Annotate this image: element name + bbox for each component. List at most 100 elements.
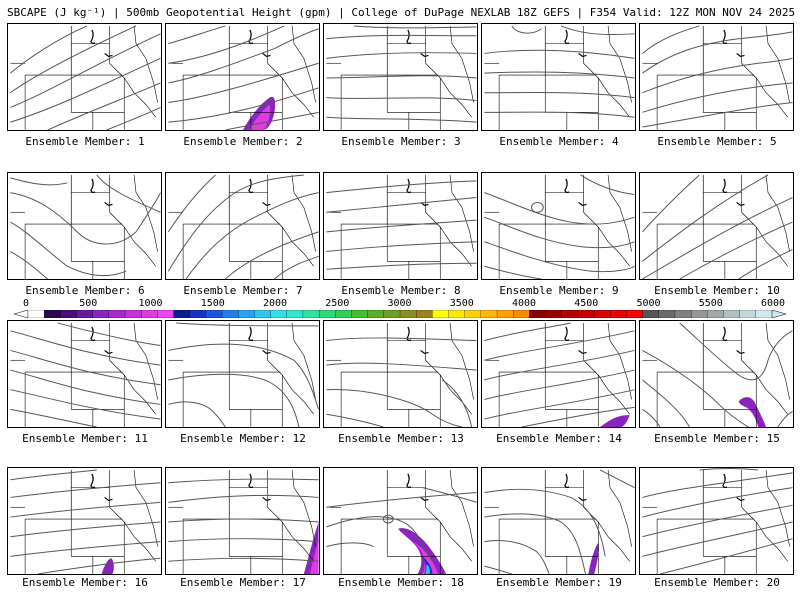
state-border: [499, 174, 546, 225]
cape-shading: [248, 104, 271, 130]
cape-shading: [738, 397, 767, 427]
colorbar-swatch: [690, 310, 708, 318]
colorbar-swatch: [626, 310, 644, 318]
coastline: [406, 473, 412, 489]
state-border: [183, 174, 230, 225]
member-label-15: Ensemble Member: 15: [654, 432, 780, 445]
colorbar-swatch: [529, 310, 547, 318]
colorbar-tick-label: 4500: [574, 298, 599, 309]
state-border: [499, 469, 546, 520]
height-contour: [484, 241, 635, 273]
state-border: [291, 469, 316, 547]
state-border: [449, 174, 474, 252]
height-contour: [642, 174, 700, 233]
state-border: [449, 469, 474, 547]
height-contour: [96, 174, 161, 213]
coastline: [90, 29, 96, 45]
coastline: [578, 52, 587, 58]
coastline: [722, 178, 728, 194]
state-border: [25, 322, 72, 373]
height-contour: [168, 373, 300, 427]
colorbar-swatch: [124, 310, 142, 318]
colorbar-swatch: [351, 310, 369, 318]
state-border: [267, 507, 314, 562]
state-border: [183, 322, 230, 373]
member-map-16: [7, 467, 162, 575]
coastline: [578, 349, 587, 355]
height-contour: [484, 330, 635, 361]
state-border: [702, 75, 757, 113]
height-contour: [326, 262, 477, 270]
coastline: [564, 29, 570, 45]
height-contour: [642, 350, 749, 427]
height-contour: [326, 197, 477, 213]
height-contour: [326, 116, 477, 123]
colorbar-tick-label: 1000: [138, 298, 163, 309]
member-label-1: Ensemble Member: 1: [25, 135, 145, 148]
height-contour: [353, 25, 477, 29]
height-contour: [10, 192, 161, 245]
member-map-5: [639, 23, 794, 131]
height-contour: [167, 174, 216, 233]
coastline: [722, 29, 728, 45]
colorbar-swatch: [610, 310, 627, 318]
colorbar-tick-label: 5000: [636, 298, 661, 309]
height-contour: [10, 521, 161, 538]
height-contour: [10, 25, 137, 94]
height-contour: [10, 251, 49, 279]
figure-title: SBCAPE (J kg⁻¹) | 500mb Geopotential Hei…: [7, 6, 796, 19]
colorbar-swatch: [658, 310, 676, 318]
state-border: [267, 212, 314, 267]
state-border: [267, 360, 314, 415]
colorbar-swatch: [367, 310, 385, 318]
coastline: [420, 201, 429, 207]
height-contour: [484, 91, 635, 99]
state-border: [657, 25, 704, 76]
colorbar-swatch: [642, 310, 660, 318]
coastline: [104, 349, 113, 355]
height-contour: [168, 401, 226, 427]
state-border: [544, 224, 599, 262]
colorbar-swatch: [480, 310, 498, 318]
height-contour: [422, 487, 477, 503]
state-border: [25, 25, 72, 76]
coastline: [104, 496, 113, 502]
state-border: [386, 372, 441, 410]
colorbar-swatch: [577, 310, 595, 318]
height-contour: [10, 469, 97, 481]
height-contour: [176, 322, 319, 327]
height-contour: [484, 192, 635, 225]
coastline: [578, 496, 587, 502]
colorbar-swatch: [723, 310, 741, 318]
height-contour: [168, 478, 319, 484]
height-contour: [10, 482, 161, 498]
member-label-10: Ensemble Member: 10: [654, 284, 780, 297]
colorbar-swatch: [561, 310, 579, 318]
state-border: [583, 212, 630, 267]
height-contour: [326, 516, 433, 562]
coastline: [420, 349, 429, 355]
height-contour: [10, 501, 161, 518]
member-map-13: [323, 320, 478, 428]
colorbar-tick-label: 2500: [325, 298, 350, 309]
coastline: [406, 29, 412, 45]
cape-shading: [412, 541, 439, 574]
colorbar-swatch: [755, 310, 773, 318]
state-border: [228, 519, 283, 557]
colorbar-swatch: [545, 310, 563, 318]
height-contour: [679, 221, 793, 279]
height-contour: [699, 468, 759, 471]
member-map-11: [7, 320, 162, 428]
height-contour: [642, 57, 793, 94]
height-contour: [580, 174, 635, 196]
colorbar-swatch: [739, 310, 757, 318]
colorbar-swatch: [448, 310, 466, 318]
state-border: [765, 25, 790, 103]
height-contour: [168, 557, 319, 562]
height-contour: [642, 379, 690, 427]
state-border: [133, 25, 158, 103]
colorbar-swatch: [593, 310, 611, 318]
colorbar-swatch: [108, 310, 126, 318]
colorbar-swatch: [513, 310, 530, 318]
height-contour: [484, 265, 542, 279]
